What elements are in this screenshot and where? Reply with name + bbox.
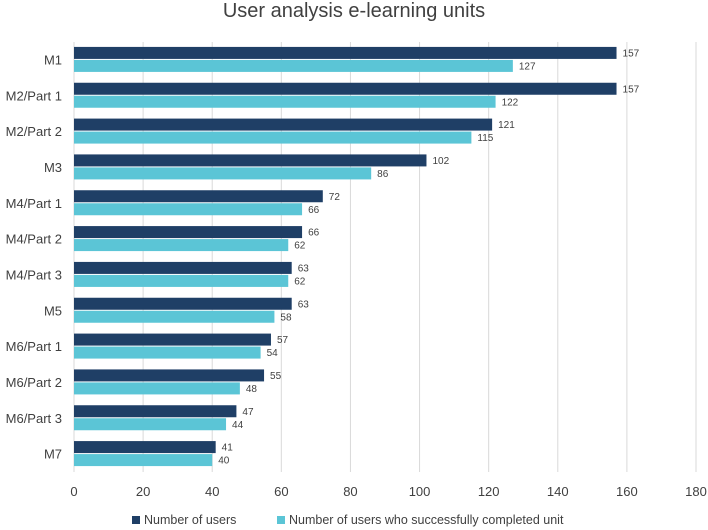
category-label: M2/Part 1 xyxy=(6,88,62,103)
data-label: 41 xyxy=(222,443,234,454)
data-label: 72 xyxy=(329,192,341,203)
x-tick-label: 140 xyxy=(547,484,569,499)
category-label: M5 xyxy=(44,303,62,318)
bar xyxy=(74,418,227,431)
data-label: 66 xyxy=(308,228,320,239)
category-label: M4/Part 1 xyxy=(6,196,62,211)
bar xyxy=(74,333,271,346)
data-label: 66 xyxy=(308,205,320,216)
data-label: 102 xyxy=(432,156,449,167)
x-tick-label: 60 xyxy=(274,484,288,499)
data-label: 48 xyxy=(246,384,258,395)
data-label: 157 xyxy=(623,48,640,59)
bar xyxy=(74,167,372,180)
x-tick-label: 160 xyxy=(616,484,638,499)
bar xyxy=(74,274,289,287)
legend-swatch xyxy=(132,516,140,524)
bar xyxy=(74,441,216,454)
category-label: M6/Part 2 xyxy=(6,375,62,390)
legend-label: Number of users who successfully complet… xyxy=(289,513,564,527)
bar xyxy=(74,59,513,72)
data-label: 63 xyxy=(298,299,310,310)
category-label: M3 xyxy=(44,160,62,175)
bar xyxy=(74,454,213,467)
data-label: 55 xyxy=(270,371,282,382)
x-tick-label: 20 xyxy=(136,484,150,499)
legend-label: Number of users xyxy=(144,513,236,527)
x-tick-label: 0 xyxy=(70,484,77,499)
bar xyxy=(74,190,323,203)
data-label: 122 xyxy=(502,97,519,108)
category-label: M4/Part 2 xyxy=(6,232,62,247)
data-label: 57 xyxy=(277,335,289,346)
x-tick-label: 100 xyxy=(409,484,431,499)
category-label: M6/Part 3 xyxy=(6,411,62,426)
chart-title: User analysis e-learning units xyxy=(223,0,485,22)
data-label: 58 xyxy=(280,312,292,323)
category-label: M6/Part 1 xyxy=(6,339,62,354)
bar xyxy=(74,82,617,95)
bar xyxy=(74,46,617,59)
data-label: 115 xyxy=(477,133,493,144)
data-label: 54 xyxy=(267,348,279,359)
bar xyxy=(74,131,472,144)
bar xyxy=(74,154,427,167)
bar xyxy=(74,369,265,382)
category-labels: M1 M2/Part 1 M2/Part 2 M3 M4/Part 1 M4/Part 2… xyxy=(6,52,62,461)
x-tick-label: 120 xyxy=(478,484,500,499)
x-tick-label: 80 xyxy=(343,484,357,499)
legend: Number of users Number of users who succe… xyxy=(132,513,564,527)
category-label: M7 xyxy=(44,447,62,462)
bar xyxy=(74,297,292,310)
bar xyxy=(74,405,237,418)
data-label: 40 xyxy=(218,456,230,467)
data-labels: 1571271571221211151028672666662636263585… xyxy=(218,48,639,466)
data-label: 121 xyxy=(498,120,515,131)
bar xyxy=(74,118,493,131)
data-label: 62 xyxy=(294,241,306,252)
category-label: M2/Part 2 xyxy=(6,124,62,139)
data-label: 44 xyxy=(232,420,244,431)
bar xyxy=(74,203,303,216)
data-label: 63 xyxy=(298,263,310,274)
data-label: 127 xyxy=(519,61,536,72)
bar xyxy=(74,95,496,108)
bar xyxy=(74,310,275,323)
x-tick-label: 40 xyxy=(205,484,219,499)
bar xyxy=(74,239,289,252)
bar xyxy=(74,382,240,395)
gridlines xyxy=(73,42,697,472)
data-label: 157 xyxy=(623,84,640,95)
legend-swatch xyxy=(277,516,285,524)
data-label: 62 xyxy=(294,276,306,287)
bar xyxy=(74,346,261,359)
category-label: M4/Part 3 xyxy=(6,267,62,282)
data-label: 86 xyxy=(377,169,389,180)
bar xyxy=(74,261,292,274)
category-label: M1 xyxy=(44,52,62,67)
bar xyxy=(74,226,303,239)
x-tick-labels: 0 20 40 60 80 100 120 140 160 180 xyxy=(70,484,706,499)
data-label: 47 xyxy=(242,407,254,418)
bars xyxy=(74,46,617,467)
x-tick-label: 180 xyxy=(685,484,707,499)
